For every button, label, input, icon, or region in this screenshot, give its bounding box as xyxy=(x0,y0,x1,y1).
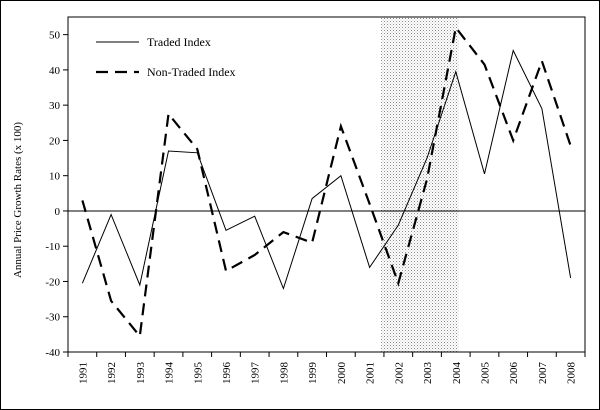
series-line-traded-index xyxy=(81,49,572,290)
y-tick-label: 30 xyxy=(49,100,61,112)
x-tick-label: 2002 xyxy=(393,362,405,384)
y-tick-label: 50 xyxy=(49,30,61,42)
x-tick-label: 1998 xyxy=(278,362,290,385)
series-line-non-traded-index xyxy=(81,24,572,339)
legend-label: Non-Traded Index xyxy=(147,65,236,79)
x-tick-label: 1995 xyxy=(192,362,204,385)
x-tick-label: 1994 xyxy=(164,362,176,385)
legend-label: Traded Index xyxy=(147,35,211,49)
y-tick-label: 20 xyxy=(49,135,61,147)
y-tick-label: -30 xyxy=(45,312,60,324)
x-tick-label: 2000 xyxy=(336,362,348,385)
x-tick-label: 2008 xyxy=(566,362,578,385)
x-tick-label: 2006 xyxy=(508,362,520,385)
x-tick-label: 1996 xyxy=(221,362,233,385)
x-tick-label: 1993 xyxy=(135,362,147,385)
x-tick-label: 2001 xyxy=(365,362,377,384)
y-tick-label: 10 xyxy=(49,171,61,183)
x-tick-label: 1991 xyxy=(77,362,89,384)
x-tick-label: 1997 xyxy=(250,362,262,385)
x-tick-label: 2004 xyxy=(451,362,463,385)
y-axis-label: Annual Price Growth Rates (x 100) xyxy=(12,122,24,278)
x-tick-label: 2005 xyxy=(479,362,491,385)
y-tick-label: 0 xyxy=(55,206,61,218)
x-tick-label: 1992 xyxy=(106,362,118,384)
y-tick-label: -40 xyxy=(45,347,60,359)
x-tick-label: 2003 xyxy=(422,362,434,385)
y-tick-label: -20 xyxy=(45,276,60,288)
x-tick-label: 2007 xyxy=(537,362,549,385)
x-tick-label: 1999 xyxy=(307,362,319,385)
shaded-period xyxy=(381,17,459,352)
y-tick-label: -10 xyxy=(45,241,60,253)
y-tick-label: 40 xyxy=(49,65,61,77)
